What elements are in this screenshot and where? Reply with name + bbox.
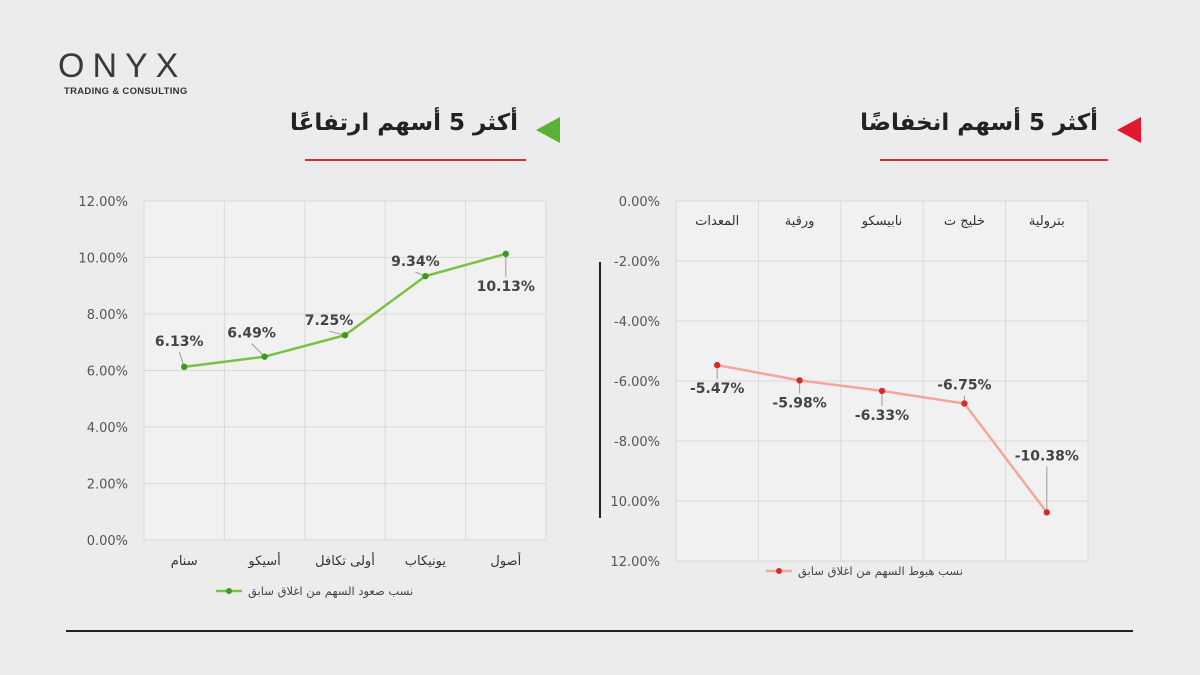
x-category-label: أولى تكافل bbox=[315, 552, 375, 569]
x-category-label: أصول bbox=[490, 552, 521, 569]
y-tick-label: 0.00% bbox=[87, 534, 128, 549]
data-label: -10.38% bbox=[1015, 448, 1079, 464]
legend-swatch-marker bbox=[776, 568, 782, 574]
data-label: -6.33% bbox=[855, 408, 909, 424]
data-label: 7.25% bbox=[305, 313, 354, 329]
losers-chart: -12.00% -10.00% -8.00% -6.00% -4.00% -2.00% 0.… bbox=[610, 195, 1089, 579]
data-point bbox=[961, 400, 968, 407]
y-tick-label: 12.00% bbox=[78, 195, 128, 210]
logo-wordmark: ONYX bbox=[58, 47, 187, 85]
x-category-label: أسيكو bbox=[247, 552, 280, 569]
bottom-divider bbox=[66, 630, 1133, 632]
y-tick-label: -2.00% bbox=[614, 255, 660, 270]
legend-swatch-marker bbox=[226, 588, 232, 594]
onyx-logo: ONYX TRADING & CONSULTING bbox=[58, 46, 208, 100]
data-label: -6.75% bbox=[937, 378, 991, 394]
y-tick-label: 4.00% bbox=[87, 421, 128, 436]
legend-label: نسب صعود السهم من اغلاق سابق bbox=[248, 584, 413, 599]
data-label: 10.13% bbox=[477, 279, 535, 295]
data-point bbox=[341, 331, 349, 339]
gainers-chart: 0.00% 2.00% 4.00% 6.00% 8.00% 10.00% 12.00% سنا… bbox=[78, 195, 547, 599]
data-point bbox=[502, 250, 509, 258]
data-point bbox=[422, 272, 429, 280]
x-category-label: سنام bbox=[171, 554, 198, 569]
x-category-label: المعدات bbox=[695, 214, 739, 229]
x-category-label: خليج ت bbox=[944, 214, 985, 229]
data-point bbox=[714, 361, 721, 369]
y-tick-label: 0.00% bbox=[619, 195, 660, 210]
data-label: 9.34% bbox=[391, 254, 440, 270]
gainers-heading: أكثر 5 أسهم ارتفاعًا bbox=[289, 110, 518, 136]
y-tick-label: -8.00% bbox=[614, 435, 660, 450]
legend-label: نسب هبوط السهم من اغلاق سابق bbox=[798, 564, 963, 579]
y-tick-label: 8.00% bbox=[87, 308, 128, 323]
y-tick-label: 6.00% bbox=[87, 365, 128, 380]
y-tick-label: -10.00% bbox=[610, 495, 660, 510]
x-category-label: يونيكاب bbox=[405, 554, 447, 569]
data-point bbox=[796, 377, 803, 384]
x-category-label: بترولية bbox=[1029, 214, 1065, 229]
data-point bbox=[1043, 509, 1050, 516]
red-triangle-icon bbox=[1117, 117, 1141, 143]
data-point bbox=[261, 353, 268, 360]
data-label: -5.47% bbox=[690, 381, 744, 397]
green-triangle-icon bbox=[536, 117, 560, 143]
vertical-divider bbox=[599, 262, 601, 518]
y-tick-label: -4.00% bbox=[614, 315, 660, 330]
data-label: -5.98% bbox=[772, 395, 826, 411]
losers-heading-underline bbox=[880, 159, 1108, 161]
gainers-heading-underline bbox=[305, 159, 526, 161]
data-label: 6.49% bbox=[227, 326, 276, 342]
y-tick-label: 2.00% bbox=[87, 478, 128, 493]
y-tick-label: 10.00% bbox=[78, 252, 128, 267]
y-tick-label: -6.00% bbox=[614, 375, 660, 390]
x-category-label: نابيسكو bbox=[861, 214, 903, 229]
losers-heading: أكثر 5 أسهم انخفاضًا bbox=[860, 110, 1098, 136]
y-tick-label: -12.00% bbox=[610, 555, 660, 570]
data-label: 6.13% bbox=[155, 334, 204, 350]
x-category-label: ورقية bbox=[785, 214, 815, 229]
data-point bbox=[181, 363, 188, 371]
data-point bbox=[878, 387, 886, 395]
logo-tagline: TRADING & CONSULTING bbox=[64, 86, 188, 97]
